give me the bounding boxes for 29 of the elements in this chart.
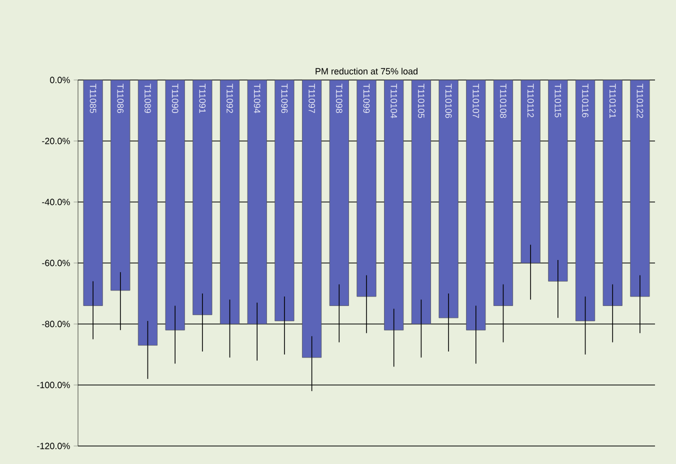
chart-title: PM reduction at 75% load [316,68,418,74]
x-tick-label: T110108 [500,84,506,118]
x-tick-label: T110107 [472,84,480,118]
y-tick-label: -80.0% [42,320,70,328]
x-tick-label: T11089 [144,84,151,113]
x-tick-label: T110105 [418,84,424,118]
y-tick-label: -100.0% [37,382,70,388]
y-tick-label: -60.0% [42,260,70,266]
x-tick-label: T110112 [527,84,534,118]
x-tick-label: T110122 [636,84,644,118]
x-tick-label: T11096 [281,84,288,113]
x-tick-label: T11086 [117,84,124,113]
x-tick-label: T11094 [254,84,260,114]
x-tick-label: T110121 [609,84,616,118]
y-tick-label: 0.0% [50,76,70,84]
x-tick-label: T11099 [363,84,370,113]
x-tick-label: T110106 [445,84,452,118]
y-tick-label: -20.0% [42,138,70,144]
x-tick-label: T11098 [336,84,342,113]
x-tick-label: T11091 [199,84,206,113]
x-tick-label: T11090 [172,84,178,114]
y-tick-label: -40.0% [42,198,70,206]
x-tick-label: T110115 [554,84,562,118]
x-tick-label: T11097 [308,84,316,113]
x-tick-label: T110116 [582,84,588,118]
x-tick-label: T11092 [226,84,233,113]
y-tick-label: -120.0% [37,442,70,450]
x-tick-label: T11085 [90,84,96,114]
x-tick-label: T110104 [390,84,398,118]
